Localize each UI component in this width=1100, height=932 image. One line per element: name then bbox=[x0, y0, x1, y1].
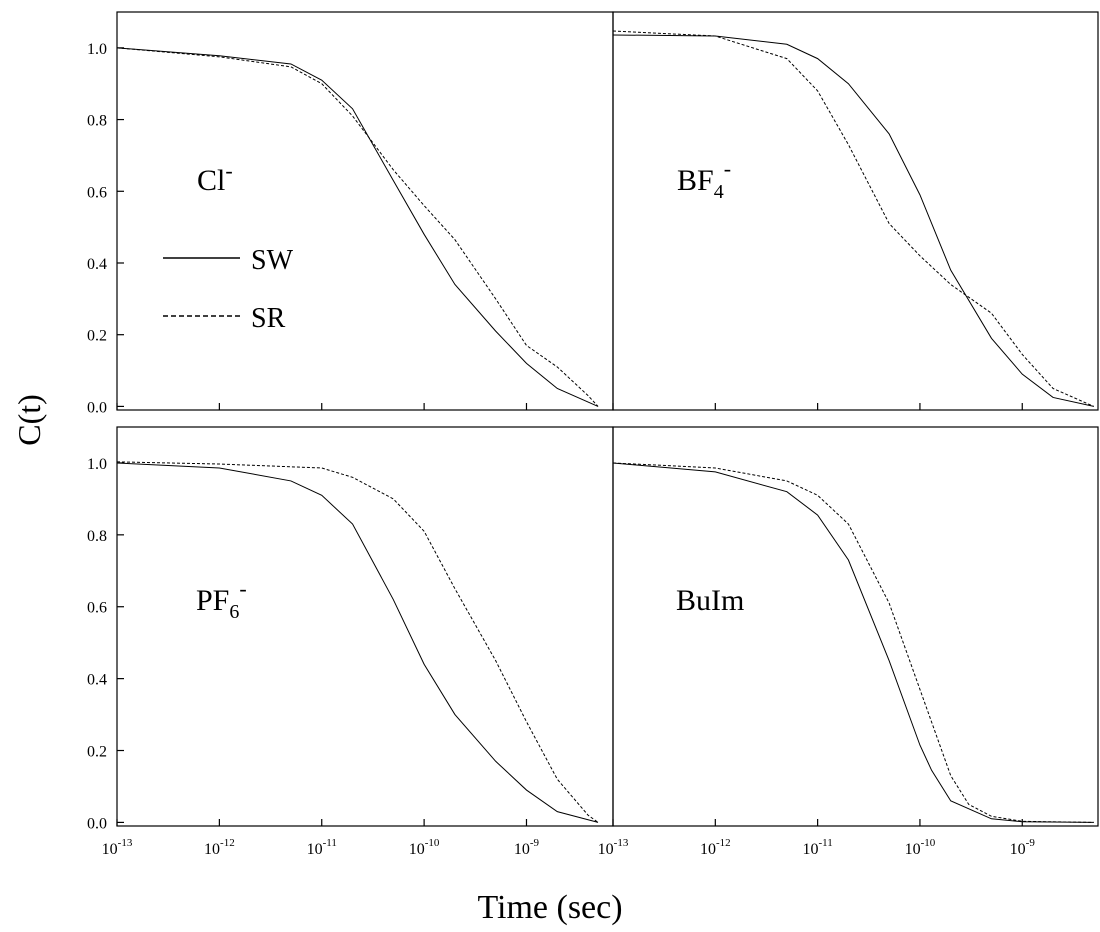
y-tick-label: 0.2 bbox=[87, 744, 107, 761]
legend-label: SW bbox=[251, 245, 294, 276]
x-tick-label-exponent: -9 bbox=[1026, 837, 1036, 849]
panel-label-text: BF bbox=[677, 164, 714, 197]
x-tick-label-base: 10 bbox=[802, 841, 818, 858]
plot-frame bbox=[116, 11, 614, 411]
x-tick-label-base: 10 bbox=[102, 841, 118, 858]
y-tick-label: 1.0 bbox=[87, 41, 107, 58]
panel-label-superscript: - bbox=[239, 576, 246, 601]
x-tick-label: 10-9 bbox=[514, 837, 540, 858]
panel-label: Cl- bbox=[197, 158, 233, 197]
x-tick-label-exponent: -9 bbox=[530, 837, 540, 849]
x-tick-label: 10-9 bbox=[1010, 837, 1036, 858]
series-line bbox=[116, 461, 599, 823]
x-tick-label-base: 10 bbox=[905, 841, 921, 858]
x-tick-label-base: 10 bbox=[514, 841, 530, 858]
y-axis-label: C(t) bbox=[11, 394, 47, 446]
y-tick-label: 0.6 bbox=[87, 600, 107, 617]
plot-frame bbox=[116, 426, 614, 827]
x-tick-label-base: 10 bbox=[598, 841, 614, 858]
x-tick-label-exponent: -10 bbox=[425, 837, 440, 849]
y-tick-label: 0.8 bbox=[87, 113, 107, 130]
x-tick-label: 10-11 bbox=[307, 837, 337, 858]
legend-label: SR bbox=[251, 303, 286, 334]
panel-label-text: PF bbox=[196, 584, 229, 617]
x-tick-label-exponent: -13 bbox=[118, 837, 133, 849]
panel-label-subscript: 6 bbox=[229, 601, 239, 623]
plot-frame bbox=[612, 11, 1099, 411]
x-tick-label: 10-12 bbox=[700, 837, 731, 858]
y-tick-label: 0.6 bbox=[87, 184, 107, 201]
x-tick-label-base: 10 bbox=[204, 841, 220, 858]
plot-frame bbox=[612, 426, 1099, 827]
x-axis-label: Time (sec) bbox=[477, 889, 622, 926]
x-tick-label-base: 10 bbox=[409, 841, 425, 858]
y-tick-label: 0.4 bbox=[87, 672, 107, 689]
x-tick-label: 10-13 bbox=[598, 837, 629, 858]
series-line bbox=[116, 462, 599, 823]
x-tick-label-base: 10 bbox=[700, 841, 716, 858]
series-line bbox=[116, 47, 599, 407]
series-line bbox=[116, 47, 599, 407]
x-tick-label: 10-13 bbox=[102, 837, 133, 858]
x-tick-label-base: 10 bbox=[307, 841, 323, 858]
x-tick-label-exponent: -10 bbox=[921, 837, 936, 849]
panel-label-superscript: - bbox=[225, 158, 232, 183]
x-tick-label: 10-12 bbox=[204, 837, 235, 858]
series-line bbox=[612, 34, 1094, 407]
y-tick-label: 0.2 bbox=[87, 328, 107, 345]
x-tick-label-exponent: -12 bbox=[220, 837, 235, 849]
x-tick-label-base: 10 bbox=[1010, 841, 1026, 858]
panel-label-superscript: - bbox=[724, 156, 731, 181]
x-tick-label-exponent: -11 bbox=[818, 837, 832, 849]
panel-label: BF4- bbox=[677, 156, 731, 203]
series-line bbox=[612, 462, 1094, 823]
x-tick-label-exponent: -11 bbox=[323, 837, 337, 849]
panel-label: PF6- bbox=[196, 576, 247, 623]
panel-label-text: Cl bbox=[197, 164, 225, 197]
series-line bbox=[612, 30, 1094, 407]
x-tick-label: 10-10 bbox=[905, 837, 936, 858]
panel-label-subscript: 4 bbox=[714, 181, 724, 203]
y-tick-label: 1.0 bbox=[87, 456, 107, 473]
panel-label-text: BuIm bbox=[676, 584, 744, 617]
y-tick-label: 0.4 bbox=[87, 256, 107, 273]
y-tick-label: 0.0 bbox=[87, 399, 107, 416]
y-tick-label: 0.8 bbox=[87, 528, 107, 545]
panel-label: BuIm bbox=[676, 584, 744, 617]
x-tick-label: 10-11 bbox=[802, 837, 832, 858]
y-tick-label: 0.0 bbox=[87, 815, 107, 832]
x-tick-label-exponent: -13 bbox=[614, 837, 629, 849]
series-line bbox=[612, 462, 1094, 823]
x-tick-label-exponent: -12 bbox=[716, 837, 731, 849]
x-tick-label: 10-10 bbox=[409, 837, 440, 858]
